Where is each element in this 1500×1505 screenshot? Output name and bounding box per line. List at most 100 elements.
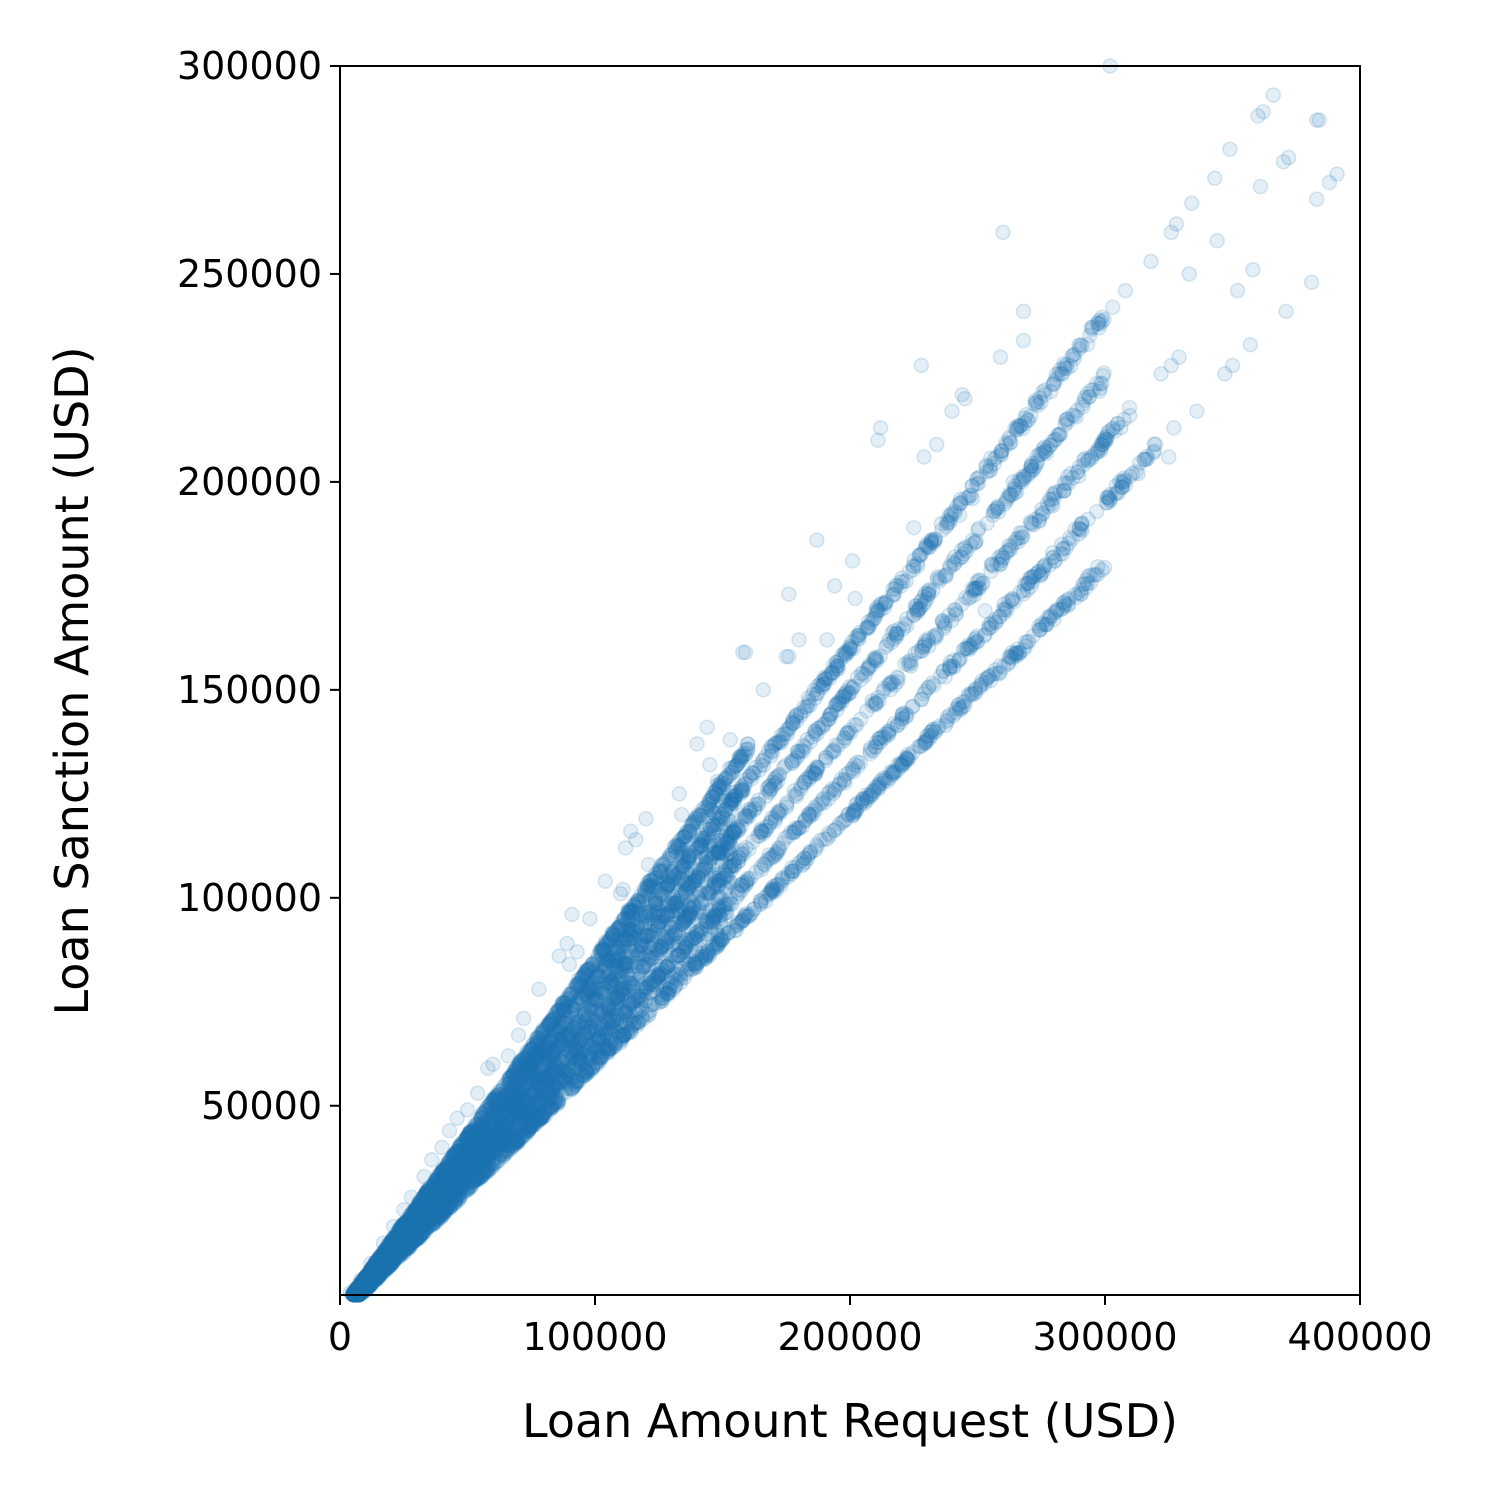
data-point <box>1014 421 1031 437</box>
data-point <box>775 730 791 747</box>
data-point <box>541 1033 558 1049</box>
data-point <box>1027 511 1044 528</box>
points-layer <box>342 58 1345 1303</box>
data-point <box>828 654 845 670</box>
data-point <box>886 623 902 639</box>
data-point <box>867 738 883 755</box>
data-point <box>841 638 858 655</box>
data-point <box>860 620 877 637</box>
data-point <box>910 602 927 618</box>
data-point <box>526 1051 543 1068</box>
data-point <box>594 963 611 979</box>
data-point <box>1051 427 1068 443</box>
data-point <box>885 587 902 604</box>
data-point <box>982 458 999 475</box>
data-point <box>725 789 741 805</box>
data-point <box>479 1112 495 1129</box>
data-point <box>934 522 950 538</box>
data-point <box>844 634 860 650</box>
data-point <box>923 535 939 552</box>
data-point <box>654 886 670 903</box>
data-point <box>673 858 690 874</box>
data-point <box>534 1040 551 1057</box>
data-point <box>1084 319 1101 335</box>
data-point <box>600 952 617 969</box>
data-point <box>795 737 812 754</box>
data-point <box>545 1026 561 1043</box>
data-point <box>488 1101 504 1118</box>
data-point <box>524 1054 540 1071</box>
data-point <box>946 601 963 618</box>
data-point <box>708 816 725 833</box>
data-point <box>724 794 740 811</box>
data-point <box>941 514 958 531</box>
data-point <box>960 490 977 506</box>
data-point <box>1009 419 1026 436</box>
data-point <box>451 1148 468 1165</box>
data-point <box>435 1170 452 1186</box>
data-point <box>479 1116 495 1132</box>
data-point <box>358 1270 374 1286</box>
data-point <box>428 1179 444 1196</box>
data-point <box>470 1127 487 1144</box>
data-point <box>444 1159 461 1175</box>
data-point <box>455 1145 471 1162</box>
data-point <box>920 539 937 555</box>
data-point <box>800 690 817 706</box>
data-point <box>417 1194 433 1210</box>
data-point <box>901 563 918 580</box>
data-point <box>888 577 904 593</box>
data-point <box>796 702 813 719</box>
data-point <box>829 658 845 675</box>
data-point <box>737 776 754 792</box>
data-point <box>432 1172 449 1189</box>
data-point <box>725 791 741 808</box>
data-point <box>737 808 753 825</box>
data-point <box>359 1269 375 1286</box>
data-point <box>494 1097 510 1113</box>
data-point <box>836 645 853 661</box>
data-point <box>834 693 851 709</box>
data-point <box>1037 382 1053 398</box>
data-point <box>734 781 750 797</box>
data-point <box>463 1133 480 1150</box>
data-point <box>386 1235 403 1251</box>
data-point <box>532 1041 548 1057</box>
data-point <box>851 631 867 647</box>
data-point <box>462 1137 479 1153</box>
data-point <box>770 734 787 751</box>
data-point <box>392 1226 409 1242</box>
data-point <box>998 437 1015 453</box>
data-point <box>986 455 1002 472</box>
data-point <box>411 1200 428 1217</box>
data-point <box>464 1132 481 1149</box>
data-point <box>351 1282 368 1298</box>
data-point <box>1095 368 1111 384</box>
data-point <box>712 809 729 826</box>
data-point <box>589 969 606 986</box>
data-point <box>757 749 774 765</box>
data-point <box>382 1239 398 1256</box>
data-point <box>357 1273 373 1289</box>
data-point <box>893 573 909 590</box>
data-point <box>786 787 803 803</box>
data-point <box>421 1190 438 1206</box>
data-point <box>399 1217 416 1234</box>
data-point <box>459 1140 475 1156</box>
data-point <box>900 656 917 673</box>
data-point <box>429 1178 445 1194</box>
data-point <box>621 927 638 944</box>
data-point <box>351 1282 367 1298</box>
data-point <box>1001 431 1018 447</box>
data-point <box>620 931 636 947</box>
data-point <box>400 1217 416 1234</box>
data-point <box>430 1178 446 1194</box>
data-point <box>952 491 969 508</box>
data-point <box>912 547 929 563</box>
data-point <box>886 586 903 602</box>
data-point <box>485 1104 502 1120</box>
data-point <box>621 927 637 944</box>
data-point <box>813 678 829 695</box>
data-point <box>418 1191 435 1207</box>
data-point <box>426 1184 442 1200</box>
